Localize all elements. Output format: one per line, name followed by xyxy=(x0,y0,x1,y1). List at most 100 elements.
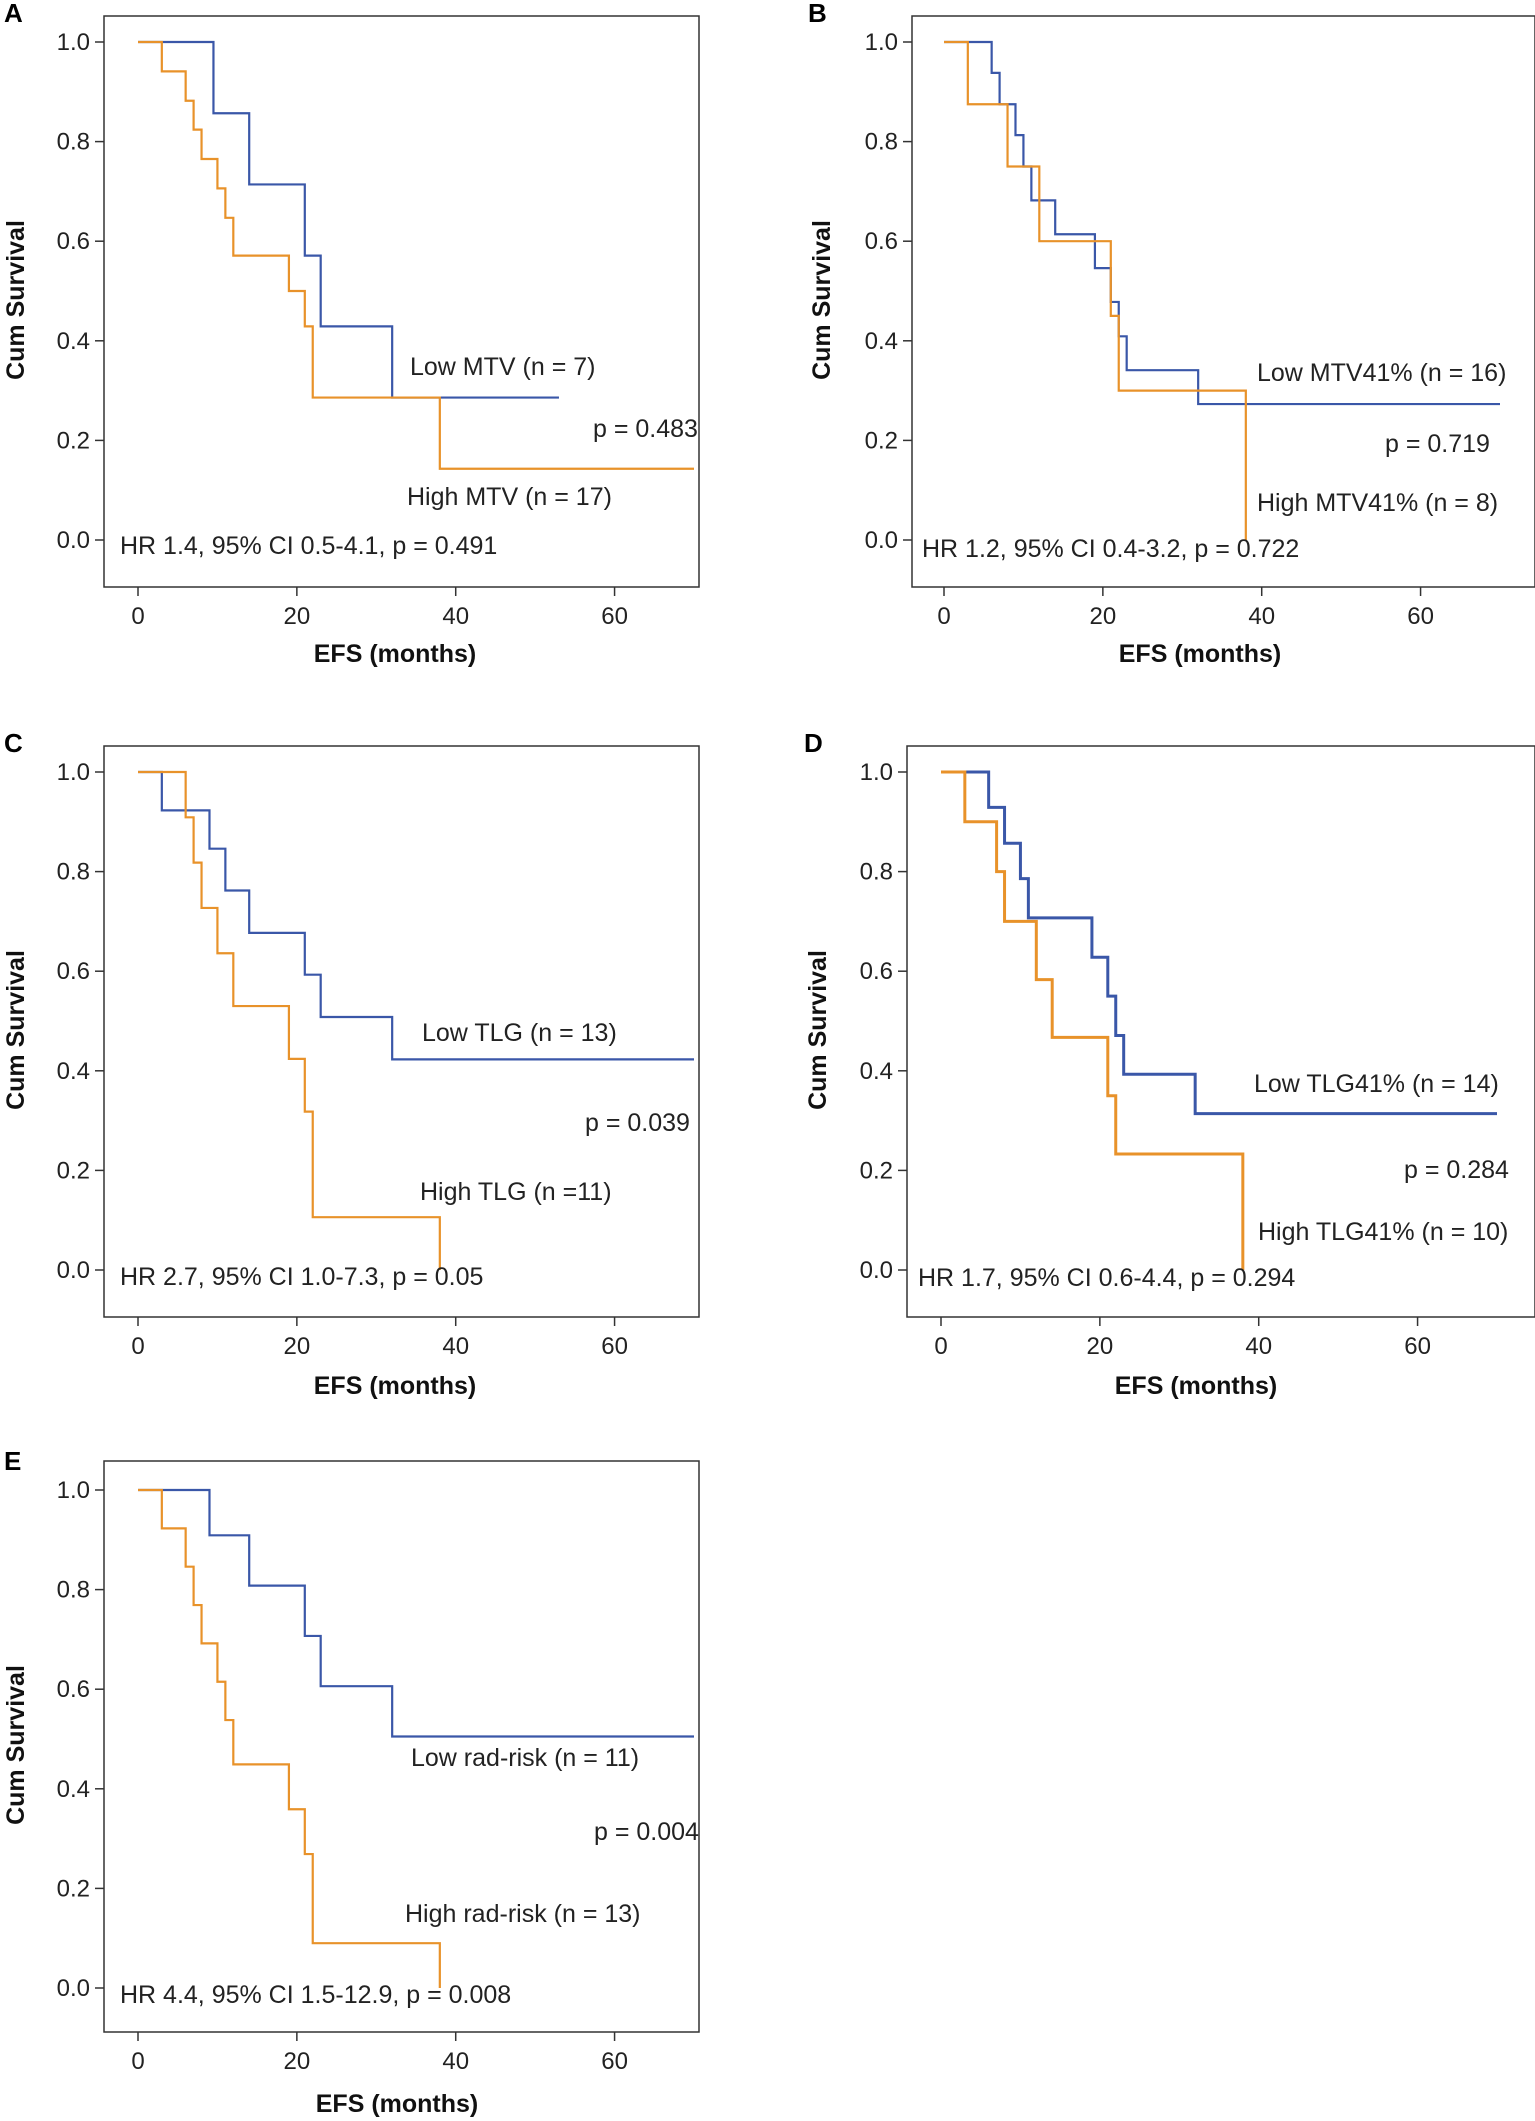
p-value-label: p = 0.483 xyxy=(593,415,698,443)
panel-letter: D xyxy=(804,728,823,758)
high-group-curve xyxy=(138,40,694,470)
y-tick-label: 0.4 xyxy=(57,328,90,355)
x-axis-title: EFS (months) xyxy=(314,1372,477,1400)
x-tick-label: 0 xyxy=(131,603,144,630)
x-tick-label: 60 xyxy=(601,603,628,630)
y-tick-label: 0.6 xyxy=(57,958,90,985)
x-tick-label: 60 xyxy=(1404,1333,1431,1360)
x-tick-label: 40 xyxy=(1248,603,1275,630)
hazard-ratio-label: HR 1.2, 95% CI 0.4-3.2, p = 0.722 xyxy=(922,535,1299,563)
x-tick-label: 40 xyxy=(1245,1333,1272,1360)
y-tick-label: 0.0 xyxy=(57,527,90,554)
y-tick-label: 1.0 xyxy=(860,759,893,786)
p-value-label: p = 0.719 xyxy=(1385,430,1490,458)
high-group-label: High TLG41% (n = 10) xyxy=(1258,1218,1508,1246)
panel-c: C 0.0 0.2 0.4 0.6 0.8 1.0 0 20 40 60 Low TLG (n =… xyxy=(2,728,700,1400)
y-tick-label: 1.0 xyxy=(57,1477,90,1504)
y-tick-label: 0.4 xyxy=(57,1776,90,1803)
low-group-curve xyxy=(138,1488,694,1738)
low-group-curve xyxy=(138,40,559,399)
y-tick-label: 0.8 xyxy=(860,859,893,886)
y-tick-label: 0.8 xyxy=(57,129,90,156)
x-tick-label: 0 xyxy=(934,1333,947,1360)
series-layer xyxy=(138,40,694,470)
x-tick-label: 40 xyxy=(442,1333,469,1360)
high-group-label: High MTV41% (n = 8) xyxy=(1257,489,1498,517)
y-tick-label: 0.4 xyxy=(865,328,898,355)
panel-letter: E xyxy=(4,1446,21,1476)
panel-a: A 0.0 0.2 0.4 0.6 0.8 1.0 0 20 40 60 Low MTV (n =… xyxy=(2,0,700,668)
hazard-ratio-label: HR 1.4, 95% CI 0.5-4.1, p = 0.491 xyxy=(120,532,497,560)
p-value-label: p = 0.284 xyxy=(1404,1156,1509,1184)
hazard-ratio-label: HR 2.7, 95% CI 1.0-7.3, p = 0.05 xyxy=(120,1263,483,1291)
plot-frame xyxy=(103,15,700,588)
tick-layer: 0.0 0.2 0.4 0.6 0.8 1.0 0 20 40 60 xyxy=(57,759,628,1360)
p-value-label: p = 0.039 xyxy=(585,1109,690,1137)
x-tick-label: 0 xyxy=(131,1333,144,1360)
y-tick-label: 0.0 xyxy=(865,527,898,554)
y-axis-title: Cum Survival xyxy=(804,950,832,1110)
series-layer xyxy=(941,770,1497,1270)
y-tick-label: 0.6 xyxy=(57,228,90,255)
high-group-label: High MTV (n = 17) xyxy=(407,483,612,511)
panel-letter: A xyxy=(4,0,23,28)
x-tick-label: 20 xyxy=(284,1333,311,1360)
x-axis-title: EFS (months) xyxy=(316,2090,479,2118)
x-tick-label: 20 xyxy=(284,603,311,630)
series-layer xyxy=(138,770,694,1270)
y-tick-label: 0.2 xyxy=(57,1875,90,1902)
y-axis-title: Cum Survival xyxy=(2,1665,30,1825)
y-tick-label: 0.6 xyxy=(860,958,893,985)
y-tick-label: 1.0 xyxy=(865,29,898,56)
x-axis-title: EFS (months) xyxy=(1119,640,1282,668)
low-group-label: Low MTV (n = 7) xyxy=(410,353,595,381)
high-group-label: High rad-risk (n = 13) xyxy=(405,1900,641,1928)
tick-layer: 0.0 0.2 0.4 0.6 0.8 1.0 0 20 40 60 xyxy=(865,29,1434,630)
x-tick-label: 0 xyxy=(131,2048,144,2075)
y-tick-label: 0.8 xyxy=(57,859,90,886)
series-layer xyxy=(944,40,1500,540)
hazard-ratio-label: HR 4.4, 95% CI 1.5-12.9, p = 0.008 xyxy=(120,1981,511,2009)
tick-layer: 0.0 0.2 0.4 0.6 0.8 1.0 0 20 40 60 xyxy=(57,1477,628,2075)
x-tick-label: 40 xyxy=(442,603,469,630)
series-layer xyxy=(138,1488,694,1988)
high-group-label: High TLG (n =11) xyxy=(420,1178,612,1206)
panel-letter: B xyxy=(808,0,827,28)
x-tick-label: 40 xyxy=(442,2048,469,2075)
low-group-curve xyxy=(944,40,1500,406)
x-tick-label: 20 xyxy=(284,2048,311,2075)
low-group-label: Low rad-risk (n = 11) xyxy=(411,1744,639,1772)
y-tick-label: 0.6 xyxy=(865,228,898,255)
low-group-label: Low TLG41% (n = 14) xyxy=(1254,1070,1499,1098)
plot-frame xyxy=(103,745,700,1318)
y-axis-title: Cum Survival xyxy=(808,220,836,380)
low-group-curve xyxy=(941,770,1497,1116)
x-axis-title: EFS (months) xyxy=(314,640,477,668)
high-group-curve xyxy=(941,770,1245,1270)
low-group-curve xyxy=(138,770,694,1061)
panel-e: E 0.0 0.2 0.4 0.6 0.8 1.0 0 20 40 60 Low rad-risk… xyxy=(2,1446,700,2118)
panel-d: D 0.0 0.2 0.4 0.6 0.8 1.0 0 20 40 60 Low TLG41% (… xyxy=(804,728,1535,1400)
x-tick-label: 60 xyxy=(1407,603,1434,630)
y-tick-label: 0.8 xyxy=(57,1577,90,1604)
x-tick-label: 60 xyxy=(601,1333,628,1360)
high-group-curve xyxy=(944,40,1247,540)
y-tick-label: 0.8 xyxy=(865,129,898,156)
y-axis-title: Cum Survival xyxy=(2,220,30,380)
x-tick-label: 60 xyxy=(601,2048,628,2075)
x-tick-label: 20 xyxy=(1090,603,1117,630)
y-tick-label: 0.2 xyxy=(57,427,90,454)
y-tick-label: 0.2 xyxy=(57,1157,90,1184)
panel-b: B 0.0 0.2 0.4 0.6 0.8 1.0 0 20 40 60 Low MTV41% (… xyxy=(808,0,1535,668)
panel-letter: C xyxy=(4,728,23,758)
tick-layer: 0.0 0.2 0.4 0.6 0.8 1.0 0 20 40 60 xyxy=(860,759,1431,1360)
plot-frame xyxy=(906,745,1535,1318)
y-axis-title: Cum Survival xyxy=(2,950,30,1110)
low-group-label: Low TLG (n = 13) xyxy=(422,1019,617,1047)
x-axis-title: EFS (months) xyxy=(1115,1372,1278,1400)
high-group-curve xyxy=(138,1488,441,1988)
y-tick-label: 1.0 xyxy=(57,29,90,56)
plot-frame xyxy=(911,15,1535,588)
x-tick-label: 0 xyxy=(937,603,950,630)
